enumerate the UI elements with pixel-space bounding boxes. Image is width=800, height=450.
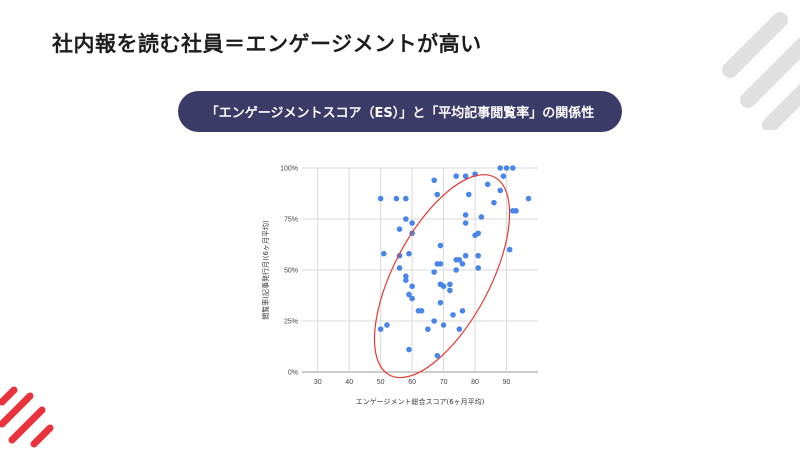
data-point: [440, 283, 447, 290]
red-stripes-decoration: [0, 386, 54, 448]
data-point: [462, 173, 469, 179]
data-point: [418, 308, 425, 314]
data-point: [497, 187, 504, 194]
data-point: [396, 265, 403, 271]
banner-text: 「エンゲージメントスコア（ES）」と「平均記事閲覧率」の関係性: [205, 106, 595, 121]
data-point: [437, 242, 444, 249]
data-point: [453, 173, 459, 179]
data-point: [440, 322, 447, 328]
cluster-highlight-ellipse: [373, 174, 511, 379]
data-point: [431, 177, 437, 184]
data-point: [403, 195, 409, 202]
data-point: [437, 261, 444, 267]
x-tick-label: 90: [503, 379, 511, 386]
data-point: [484, 181, 491, 188]
data-point: [431, 318, 437, 324]
data-point: [403, 216, 409, 222]
data-point: [497, 165, 504, 171]
x-tick-label: 70: [440, 379, 448, 386]
data-point: [465, 191, 472, 198]
data-point: [396, 226, 403, 232]
x-tick-labels: 30 40 50 60 70 80 90: [314, 379, 511, 386]
data-point: [475, 265, 482, 271]
data-point: [447, 287, 453, 294]
x-tick-label: 50: [377, 379, 385, 386]
gray-stripes-decoration: [722, 12, 800, 130]
y-tick-label: 0%: [288, 370, 298, 377]
x-tick-label: 60: [408, 379, 416, 386]
data-point: [406, 291, 412, 298]
data-point: [453, 267, 459, 273]
chart-banner: 「エンゲージメントスコア（ES）」と「平均記事閲覧率」の関係性: [178, 91, 622, 132]
data-point: [403, 273, 409, 279]
slide-title: 社内報を読む社員＝エンゲージメントが高い: [52, 32, 482, 56]
data-point: [381, 250, 387, 257]
data-point: [434, 352, 441, 359]
data-point: [510, 165, 516, 171]
data-point: [456, 257, 463, 263]
x-axis-label: エンゲージメント総合スコア(6ヶ月平均): [356, 397, 485, 406]
data-point: [393, 195, 400, 202]
data-point: [409, 220, 415, 226]
data-point: [500, 173, 507, 179]
data-point: [503, 165, 510, 171]
data-point: [409, 295, 415, 302]
x-tick-label: 40: [345, 379, 353, 386]
data-point: [425, 326, 431, 332]
x-tick-label: 80: [471, 379, 479, 386]
data-point: [450, 312, 456, 318]
y-tick-label: 25%: [284, 319, 298, 326]
data-points: [377, 165, 532, 359]
data-point: [384, 322, 390, 328]
data-point: [377, 195, 384, 202]
y-tick-label: 50%: [284, 268, 298, 275]
data-point: [409, 283, 415, 290]
data-point: [406, 346, 412, 353]
y-axis-label: 閲覧率(記事発行月)(6ヶ月平均): [261, 220, 270, 320]
data-point: [462, 212, 469, 218]
data-point: [491, 199, 497, 206]
data-point: [437, 299, 444, 306]
data-point: [406, 250, 412, 257]
data-point: [447, 281, 453, 288]
data-point: [434, 191, 441, 198]
data-point: [478, 214, 485, 220]
data-point: [513, 208, 519, 214]
x-tick-label: 30: [314, 379, 322, 386]
data-point: [456, 326, 463, 332]
data-point: [475, 252, 482, 259]
data-point: [377, 326, 384, 332]
data-point: [459, 261, 466, 267]
data-point: [506, 246, 513, 253]
data-point: [475, 230, 482, 237]
data-point: [525, 195, 532, 202]
data-point: [459, 308, 466, 314]
grid-layer: [302, 167, 538, 373]
y-tick-label: 75%: [284, 217, 298, 224]
y-tick-labels: 0% 25% 50% 75% 100%: [280, 166, 298, 377]
y-tick-label: 100%: [280, 166, 298, 173]
data-point: [403, 277, 409, 284]
data-point: [431, 269, 437, 275]
data-point: [462, 252, 469, 259]
data-point: [462, 220, 469, 226]
